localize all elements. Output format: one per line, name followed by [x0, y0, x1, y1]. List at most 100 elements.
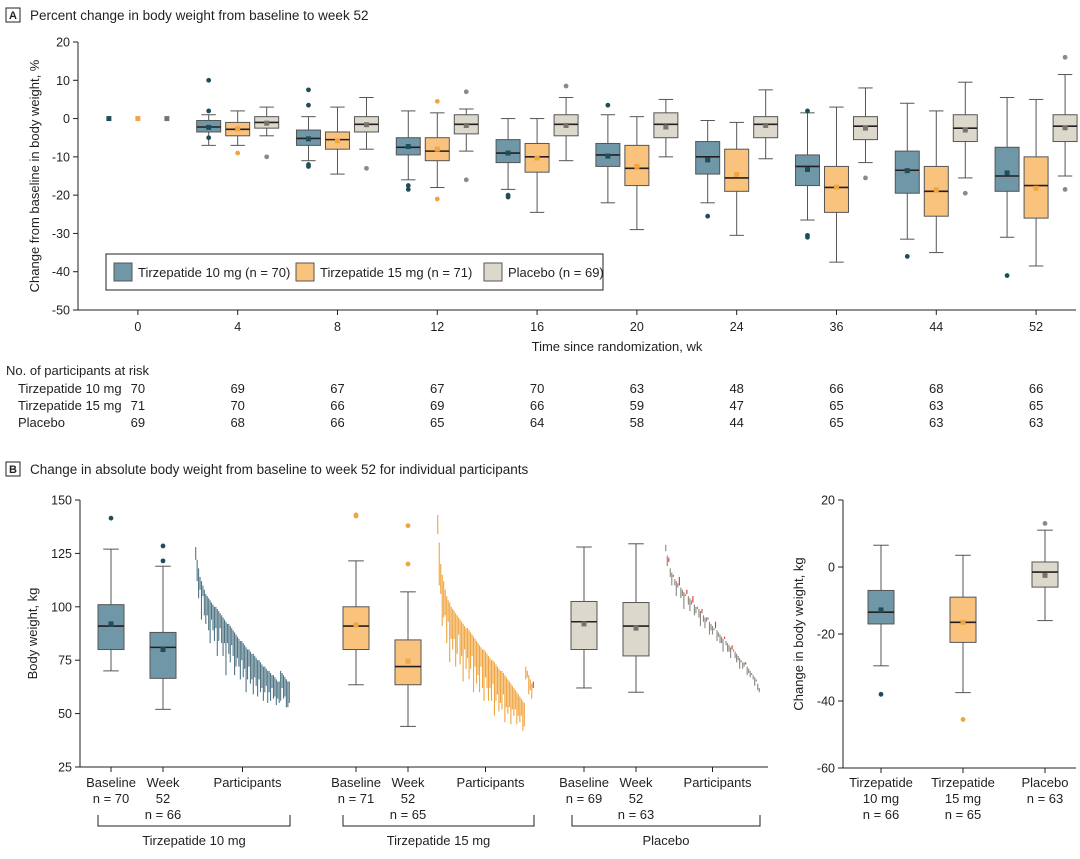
a-xtick-label-5: 20 — [630, 320, 644, 334]
b2-cat-line2-1: 15 mg — [945, 791, 981, 806]
a-t10-wk44-outlier-0 — [904, 254, 910, 259]
a-ytick-label-7: -50 — [52, 304, 70, 318]
at-risk-cell-0-6: 48 — [729, 381, 743, 396]
a-placebo-wk44-mean — [962, 127, 968, 133]
a-t15-wk16-mean — [534, 155, 540, 161]
a-xtick-label-1: 4 — [234, 320, 241, 334]
a-t10-wk12-outlier-1 — [405, 187, 411, 192]
a-t10-wk8-outlier-3 — [306, 164, 311, 169]
a-placebo-wk4-outlier-0 — [264, 154, 270, 160]
a-t10-wk16-mean — [505, 150, 511, 156]
a-placebo-wk44-outlier-0 — [962, 190, 968, 196]
a-t10-wk24-outlier-0 — [705, 213, 711, 219]
b1-ytick-label-2: 100 — [51, 600, 72, 614]
b1-t10-baseline-label: Baseline — [86, 775, 136, 790]
a-legend-swatch-1 — [295, 262, 315, 282]
panel-a-letter-box — [5, 7, 21, 23]
at-risk-cell-1-1: 70 — [230, 398, 244, 413]
a-t15-wk24-mean — [734, 171, 740, 177]
b2-cat-line1-0: Tirzepatide — [849, 775, 913, 790]
a-t10-wk4-outlier-1 — [206, 108, 212, 114]
a-t15-wk12-outlier-1 — [434, 196, 440, 202]
a-placebo-wk52-outlier-0 — [1062, 54, 1068, 60]
a-t10-wk8-mean — [305, 136, 311, 142]
panel-a-chart: 20 10 0 -10 -20 -30 -40 -50 Change from baseline… — [27, 36, 1078, 354]
b1-t10-baseline-box — [97, 604, 125, 651]
a-t15-wk12-outlier-0 — [434, 98, 440, 104]
b2-t10-outlier-0 — [878, 691, 884, 697]
a-xtick-label-6: 24 — [730, 320, 744, 334]
a-ytick-label-0: 20 — [56, 36, 70, 50]
a-baseline-mark-1 — [135, 116, 141, 122]
a-ytick-label-2: 0 — [63, 112, 70, 126]
b1-t15-week52-n: n = 65 — [390, 807, 427, 822]
a-baseline-mark-2 — [164, 116, 170, 122]
a-t10-wk20-outlier-0 — [605, 102, 611, 108]
b2-cat-line2-0: 10 mg — [863, 791, 899, 806]
at-risk-cell-1-8: 63 — [929, 398, 943, 413]
a-ytick-label-5: -30 — [52, 227, 70, 241]
at-risk-cell-2-9: 63 — [1029, 415, 1043, 430]
at-risk-cell-0-9: 66 — [1029, 381, 1043, 396]
a-placebo-wk8-mean — [363, 122, 369, 128]
a-t10-wk52-outlier-0 — [1004, 273, 1010, 278]
b1-t10-baseline-outlier-0 — [108, 515, 114, 521]
b1-placebo-week52-label2: 52 — [629, 791, 643, 806]
at-risk-row-label-1: Tirzepatide 15 mg — [18, 398, 122, 413]
b1-t15-baseline-n: n = 71 — [338, 791, 375, 806]
b2-placebo-outlier-0 — [1042, 521, 1048, 526]
at-risk-cell-0-1: 69 — [230, 381, 244, 396]
b1-placebo-participants-label: Participants — [684, 775, 752, 790]
at-risk-table: No. of participants at risk Tirzepatide … — [6, 363, 1043, 430]
b1-t15-week52-label2: 52 — [401, 791, 415, 806]
a-placebo-wk8-outlier-0 — [364, 165, 369, 171]
panel-b-change-chart: 20 0 -20 -40 -60 Change in body weight, kg Tir… — [791, 494, 1076, 822]
at-risk-cell-0-8: 68 — [929, 381, 943, 396]
a-ytick-label-3: -10 — [52, 150, 70, 164]
panel-b-title: Change in absolute body weight from base… — [30, 462, 529, 477]
at-risk-cell-2-0: 69 — [131, 415, 145, 430]
b1-t10-baseline-mean — [108, 621, 114, 627]
b1-placebo-baseline-mean — [581, 621, 587, 627]
b2-t15-mean — [960, 619, 966, 625]
a-t15-wk20-mean — [634, 163, 640, 169]
at-risk-cell-2-1: 68 — [230, 415, 244, 430]
a-t10-wk52-mean — [1004, 170, 1010, 176]
at-risk-cell-0-0: 70 — [131, 381, 145, 396]
a-t10-wk12-outlier-0 — [405, 183, 411, 188]
at-risk-row-label-0: Tirzepatide 10 mg — [18, 381, 122, 396]
b1-t10-participants-label: Participants — [214, 775, 282, 790]
b1-placebo-baseline-label: Baseline — [559, 775, 609, 790]
a-legend: Tirzepatide 10 mg (n = 70) Tirzepatide 15… — [105, 253, 604, 291]
a-t15-wk52-mean — [1033, 185, 1039, 191]
b1-group-label-2: Placebo — [643, 833, 690, 848]
a-t10-wk44-mean — [904, 168, 910, 174]
b1-placebo-week52-mean — [633, 625, 639, 631]
at-risk-cell-1-9: 65 — [1029, 398, 1043, 413]
b1-ytick-label-4: 50 — [58, 707, 72, 721]
at-risk-cell-1-4: 66 — [530, 398, 544, 413]
panel-a-letter: A — [9, 10, 17, 22]
a-t10-wk36-outlier-0 — [805, 108, 810, 114]
at-risk-cell-1-3: 69 — [430, 398, 444, 413]
a-xtick-label-3: 12 — [430, 320, 444, 334]
a-placebo-wk52-mean — [1062, 125, 1068, 131]
at-risk-cell-2-6: 44 — [729, 415, 743, 430]
at-risk-cell-1-2: 66 — [330, 398, 344, 413]
a-ytick-label-1: 10 — [56, 74, 70, 88]
a-legend-swatch-0 — [113, 262, 133, 282]
b2-cat-line2-2: n = 63 — [1027, 791, 1064, 806]
panel-b-letter: B — [9, 464, 17, 476]
b1-ytick-label-1: 125 — [51, 547, 72, 561]
a-xtick-label-8: 44 — [929, 320, 943, 334]
a-t10-wk12-mean — [405, 144, 411, 150]
b1-ytick-label-3: 75 — [58, 654, 72, 668]
panel-a-title: Percent change in body weight from basel… — [30, 8, 368, 23]
a-placebo-wk20-mean — [663, 124, 669, 130]
a-t10-wk4-mean — [206, 124, 212, 130]
a-t10-wk36-outlier-2 — [805, 234, 810, 240]
b1-t15-baseline-mean — [353, 622, 359, 628]
